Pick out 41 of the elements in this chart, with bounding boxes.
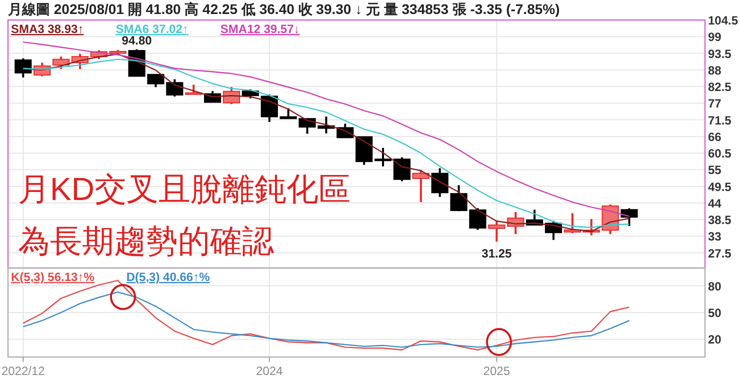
annotation: 為長期趨勢的確認 bbox=[18, 223, 274, 259]
series-label: SMA3 38.93↑ bbox=[11, 22, 84, 36]
candlestick bbox=[374, 146, 392, 168]
x-tick-label: 2022/12 bbox=[1, 364, 46, 378]
x-tick-label: 2024 bbox=[256, 364, 284, 378]
candlestick bbox=[620, 207, 638, 227]
y-tick-label: 50 bbox=[708, 306, 722, 320]
y-tick-label: 71.5 bbox=[708, 113, 732, 128]
y-tick-label: 80 bbox=[708, 279, 722, 294]
y-tick-label: 104.5 bbox=[708, 14, 738, 28]
y-tick-label: 27.5 bbox=[708, 246, 732, 260]
text: SMA12 39.57↓ bbox=[220, 22, 300, 36]
line-series bbox=[22, 291, 630, 348]
series-label: K(5,3) 56.13↑% bbox=[11, 270, 95, 284]
y-tick-label: 99 bbox=[708, 30, 722, 44]
y-tick-label: 44 bbox=[708, 196, 722, 210]
y-tick-label: 60.5 bbox=[708, 146, 732, 161]
y-tick-label: 66 bbox=[708, 130, 722, 144]
y-tick-label: 20 bbox=[708, 332, 722, 347]
y-tick-label: 49.5 bbox=[708, 180, 732, 194]
y-tick-label: 88 bbox=[708, 63, 722, 78]
y-tick-label: 33 bbox=[708, 230, 722, 244]
y-tick-label: 38.5 bbox=[708, 213, 732, 228]
annotation: 31.25 bbox=[482, 246, 512, 261]
y-tick-label: 93.5 bbox=[708, 46, 732, 61]
candlestick bbox=[222, 86, 240, 106]
series-label: SMA6 37.02↑ bbox=[116, 22, 188, 36]
candlestick bbox=[393, 156, 411, 182]
annotation: 94.80 bbox=[122, 33, 152, 48]
chart-title: 月線圖 2025/08/01 開 41.80 高 42.25 低 36.40 收 39.30 ↓ 元 量 334853 張 -3.35 (-7.85%) bbox=[7, 1, 560, 17]
y-tick-label: 82.5 bbox=[708, 80, 732, 94]
candlestick bbox=[431, 167, 448, 198]
candlestick bbox=[14, 57, 32, 78]
series-label: D(5,3) 40.66↑% bbox=[126, 270, 210, 284]
annotation: 月KD交叉且脫離鈍化區 bbox=[18, 171, 350, 207]
y-tick-label: 77 bbox=[708, 96, 722, 111]
candlestick bbox=[260, 93, 278, 123]
candlestick bbox=[412, 169, 430, 204]
x-tick-label: 2025 bbox=[483, 364, 510, 378]
candlestick bbox=[488, 220, 506, 243]
y-tick-label: 55 bbox=[708, 163, 722, 178]
